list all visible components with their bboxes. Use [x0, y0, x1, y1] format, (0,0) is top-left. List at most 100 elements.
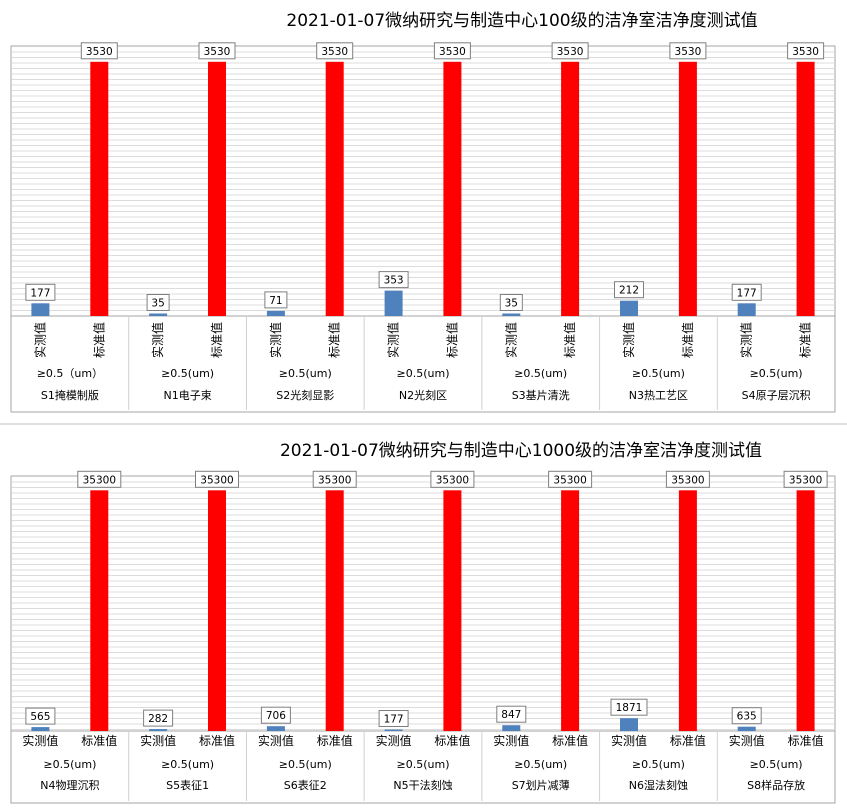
series-label: 标准值 — [317, 733, 353, 748]
particle-size-label: ≥0.5(um) — [514, 367, 567, 380]
particle-size-label: ≥0.5(um) — [161, 367, 214, 380]
bar-measured — [737, 303, 756, 316]
data-label: 177 — [731, 283, 762, 301]
series-label: 实测值 — [493, 733, 529, 748]
series-label: 实测值 — [376, 733, 412, 748]
series-label: 标准值 — [81, 733, 117, 748]
svg-text:35300: 35300 — [318, 474, 351, 486]
bar-standard — [678, 61, 697, 316]
particle-size-label: ≥0.5(um) — [750, 758, 803, 771]
data-label: 3530 — [80, 42, 118, 60]
chart-title: 2021-01-07微纳研究与制造中心1000级的洁净室洁净度测试值 — [280, 441, 762, 461]
bar-standard — [796, 61, 815, 316]
bar-measured — [502, 725, 521, 731]
svg-text:177: 177 — [737, 287, 757, 299]
particle-size-label: ≥0.5(um) — [514, 758, 567, 771]
svg-text:3530: 3530 — [86, 46, 113, 58]
data-label: 35 — [146, 294, 170, 311]
svg-text:565: 565 — [30, 711, 50, 723]
bar-measured — [149, 313, 168, 316]
series-label: 标准值 — [562, 322, 577, 358]
svg-text:3530: 3530 — [557, 46, 584, 58]
data-label: 3530 — [551, 42, 589, 60]
series-label: 标准值 — [327, 322, 342, 358]
data-label: 35300 — [195, 470, 239, 488]
data-label: 177 — [378, 710, 409, 727]
bar-standard — [678, 490, 697, 731]
svg-text:282: 282 — [148, 713, 168, 725]
room-label: N4物理沉积 — [40, 778, 99, 792]
particle-size-label: ≥0.5（um） — [37, 367, 103, 380]
svg-text:3530: 3530 — [792, 46, 819, 58]
bar-standard — [325, 490, 344, 731]
chart-title: 2021-01-07微纳研究与制造中心100级的洁净室洁净度测试值 — [286, 11, 757, 31]
svg-text:177: 177 — [384, 714, 404, 726]
particle-size-label: ≥0.5(um) — [279, 758, 332, 771]
bar-standard — [208, 490, 226, 731]
data-label: 3530 — [433, 42, 471, 60]
data-label: 565 — [25, 707, 56, 725]
svg-text:212: 212 — [619, 285, 639, 297]
bar-standard — [796, 490, 815, 731]
data-label: 635 — [731, 707, 762, 725]
particle-size-label: ≥0.5(um) — [397, 758, 450, 771]
series-label: 实测值 — [729, 733, 765, 748]
svg-text:35300: 35300 — [789, 474, 822, 486]
data-label: 847 — [496, 705, 527, 723]
series-label: 标准值 — [91, 322, 106, 358]
series-label: 实测值 — [22, 733, 58, 748]
bar-measured — [502, 313, 521, 316]
data-label: 282 — [143, 709, 174, 727]
particle-size-label: ≥0.5(um) — [397, 367, 450, 380]
particle-size-label: ≥0.5(um) — [43, 758, 96, 771]
bar-standard — [208, 61, 226, 316]
room-label: S8样品存放 — [747, 778, 805, 792]
data-label: 3530 — [787, 42, 825, 60]
data-label: 3530 — [669, 42, 707, 60]
series-label: 实测值 — [32, 322, 47, 358]
room-label: N5干法刻蚀 — [393, 778, 452, 792]
bar-measured — [31, 727, 50, 731]
room-label: N3热工艺区 — [629, 389, 688, 402]
series-label: 标准值 — [434, 733, 470, 748]
svg-text:35: 35 — [151, 298, 164, 310]
series-label: 标准值 — [788, 733, 824, 748]
data-label: 35300 — [548, 470, 593, 488]
data-label: 3530 — [316, 42, 354, 60]
room-label: N1电子束 — [163, 389, 211, 402]
bar-standard — [561, 490, 580, 731]
svg-text:847: 847 — [501, 709, 521, 721]
data-label: 706 — [260, 706, 291, 724]
series-label: 标准值 — [680, 322, 695, 358]
bar-measured — [31, 303, 50, 316]
bar-measured — [737, 726, 756, 731]
data-label: 177 — [25, 283, 56, 301]
bar-standard — [443, 61, 462, 316]
chart-1: 2021-01-07微纳研究与制造中心100级的洁净室洁净度测试值 177 实测值 3… — [10, 11, 836, 413]
svg-text:35300: 35300 — [83, 474, 116, 486]
series-label: 实测值 — [258, 733, 294, 748]
bar-standard — [443, 490, 462, 731]
svg-text:3530: 3530 — [439, 46, 466, 58]
svg-text:71: 71 — [269, 295, 282, 307]
bar-measured — [384, 290, 403, 316]
series-label: 实测值 — [739, 322, 754, 358]
series-label: 标准值 — [209, 322, 224, 358]
series-label: 实测值 — [611, 733, 647, 748]
bar-standard — [561, 61, 580, 316]
room-label: S4原子层沉积 — [742, 389, 811, 402]
data-label: 1871 — [610, 698, 648, 716]
svg-text:353: 353 — [384, 275, 404, 287]
particle-size-label: ≥0.5(um) — [632, 367, 685, 380]
svg-text:635: 635 — [737, 711, 757, 723]
series-label: 标准值 — [199, 733, 235, 748]
data-label: 35300 — [77, 470, 122, 488]
data-label: 353 — [378, 271, 409, 289]
room-label: S2光刻显影 — [276, 388, 334, 402]
data-label: 35300 — [783, 470, 828, 488]
data-label: 35300 — [665, 470, 710, 488]
plot-frame — [10, 475, 836, 804]
svg-text:3530: 3530 — [321, 46, 348, 58]
particle-size-label: ≥0.5(um) — [279, 367, 332, 380]
series-label: 标准值 — [798, 322, 813, 358]
